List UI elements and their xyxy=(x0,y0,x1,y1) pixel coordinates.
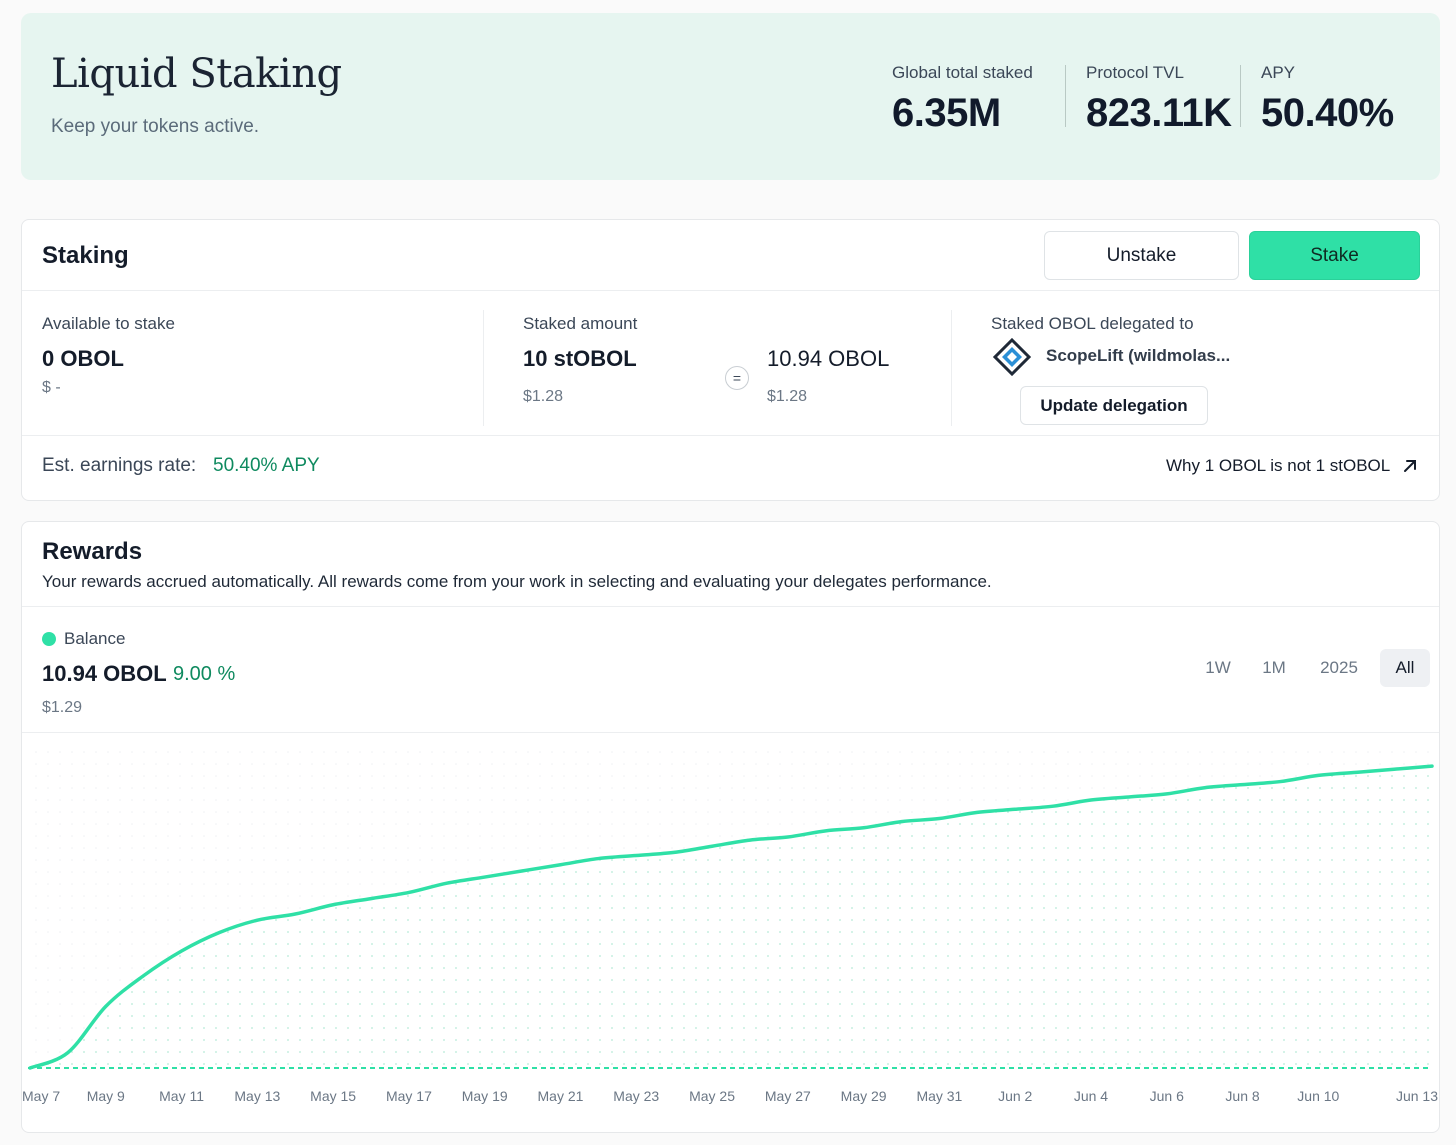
x-tick-label: Jun 13 xyxy=(1396,1088,1438,1104)
range-2025-button[interactable]: 2025 xyxy=(1320,658,1358,677)
x-tick-label: May 9 xyxy=(87,1088,125,1104)
x-tick-label: May 21 xyxy=(538,1088,584,1104)
staked-converted-value: 10.94 OBOL xyxy=(767,346,890,371)
available-value: 0 OBOL xyxy=(42,346,124,371)
x-tick-label: May 17 xyxy=(386,1088,432,1104)
why-obol-link-label: Why 1 OBOL is not 1 stOBOL xyxy=(1166,456,1391,475)
stat-label: Global total staked xyxy=(892,63,1033,82)
x-tick-label: Jun 4 xyxy=(1074,1088,1108,1104)
available-label: Available to stake xyxy=(42,314,175,333)
stat-protocol-tvl: Protocol TVL 823.11K xyxy=(1086,63,1232,136)
balance-legend-dot xyxy=(42,632,56,646)
divider xyxy=(22,732,1439,733)
x-tick-label: May 11 xyxy=(159,1088,204,1104)
x-tick-label: Jun 6 xyxy=(1150,1088,1184,1104)
stake-button[interactable]: Stake xyxy=(1249,231,1420,280)
rewards-description: Your rewards accrued automatically. All … xyxy=(42,572,992,591)
balance-value: 10.94 OBOL xyxy=(42,661,167,686)
earnings-rate-value: 50.40% APY xyxy=(213,455,320,476)
x-tick-label: May 27 xyxy=(765,1088,811,1104)
balance-line xyxy=(28,764,1434,1070)
x-tick-label: May 23 xyxy=(613,1088,659,1104)
earnings-rate-label: Est. earnings rate: xyxy=(42,455,197,476)
staked-value: 10 stOBOL xyxy=(523,346,637,371)
staked-label: Staked amount xyxy=(523,314,638,333)
x-tick-label: May 15 xyxy=(310,1088,356,1104)
stat-apy: APY 50.40% xyxy=(1261,63,1394,136)
divider xyxy=(483,310,484,426)
stat-value: 823.11K xyxy=(1086,91,1232,135)
x-tick-label: May 31 xyxy=(916,1088,962,1104)
stat-divider xyxy=(1065,65,1066,127)
staking-card: Staking Unstake Stake Available to stake… xyxy=(21,219,1440,501)
update-delegation-button[interactable]: Update delegation xyxy=(1020,386,1208,425)
staking-title: Staking xyxy=(42,242,129,269)
x-tick-label: Jun 2 xyxy=(998,1088,1032,1104)
arrow-up-right-icon xyxy=(1404,460,1417,472)
balance-usd: $1.29 xyxy=(42,699,83,716)
unstake-button[interactable]: Unstake xyxy=(1044,231,1239,280)
equals-icon: = xyxy=(725,366,749,390)
divider xyxy=(951,310,952,426)
divider xyxy=(22,606,1439,607)
rewards-title: Rewards xyxy=(42,538,143,565)
x-tick-label: May 7 xyxy=(22,1088,60,1104)
x-tick-label: May 29 xyxy=(841,1088,887,1104)
balance-change: 9.00 % xyxy=(173,663,236,685)
range-1w-button[interactable]: 1W xyxy=(1205,658,1231,677)
scopelift-logo-icon xyxy=(993,338,1031,376)
x-tick-label: Jun 8 xyxy=(1225,1088,1259,1104)
delegate-name[interactable]: ScopeLift (wildmolas... xyxy=(1046,346,1231,365)
divider xyxy=(22,435,1439,436)
balance-legend-label: Balance xyxy=(64,629,126,648)
balance-area xyxy=(30,766,1432,1068)
page-subtitle: Keep your tokens active. xyxy=(51,116,260,137)
stat-value: 50.40% xyxy=(1261,91,1394,135)
x-tick-label: Jun 10 xyxy=(1297,1088,1339,1104)
rewards-card: Rewards Your rewards accrued automatical… xyxy=(21,521,1440,1133)
delegation-label: Staked OBOL delegated to xyxy=(991,314,1194,333)
page-title: Liquid Staking xyxy=(51,51,342,97)
stat-value: 6.35M xyxy=(892,91,1001,135)
divider xyxy=(22,290,1439,291)
stat-label: Protocol TVL xyxy=(1086,63,1184,82)
staked-usd: $1.28 xyxy=(523,388,564,405)
range-1m-button[interactable]: 1M xyxy=(1262,658,1286,677)
hero-banner: Liquid Staking Keep your tokens active. … xyxy=(21,13,1440,180)
x-axis: May 7 May 9 May 11 May 13 May 15 May 17 May 19… xyxy=(22,1088,1438,1104)
stat-label: APY xyxy=(1261,63,1296,82)
stat-global-total-staked: Global total staked 6.35M xyxy=(892,63,1033,136)
range-all-button[interactable]: All xyxy=(1380,649,1430,687)
x-tick-label: May 13 xyxy=(234,1088,280,1104)
stat-divider xyxy=(1240,65,1241,127)
x-tick-label: May 25 xyxy=(689,1088,735,1104)
available-usd: $ - xyxy=(42,379,61,396)
x-tick-label: May 19 xyxy=(462,1088,508,1104)
rewards-chart: May 7 May 9 May 11 May 13 May 15 May 17 May 19… xyxy=(22,742,1438,1104)
why-obol-link[interactable]: Why 1 OBOL is not 1 stOBOL xyxy=(1166,456,1418,476)
staked-converted-usd: $1.28 xyxy=(767,388,808,405)
